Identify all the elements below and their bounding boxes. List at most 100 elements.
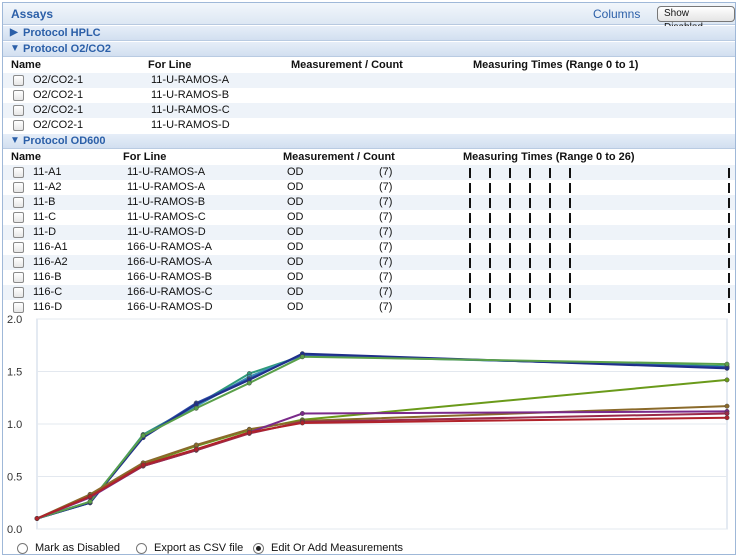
- measuring-time-tick: [728, 258, 730, 268]
- collapse-arrow-icon: ▼: [10, 135, 20, 146]
- row-line: 11-U-RAMOS-A: [151, 74, 230, 86]
- data-point: [724, 377, 730, 383]
- export-csv-label[interactable]: Export as CSV file: [154, 542, 244, 554]
- y-tick-label: 1.5: [7, 367, 22, 379]
- row-count: (7): [379, 181, 393, 193]
- col-for-line[interactable]: For Line: [148, 59, 192, 71]
- data-point: [724, 365, 730, 371]
- y-tick-label: 0.0: [7, 524, 22, 536]
- edit-measurements-label[interactable]: Edit Or Add Measurements: [271, 542, 404, 554]
- measuring-time-tick: [568, 258, 571, 268]
- show-disabled-button[interactable]: Show Disabled: [657, 6, 735, 33]
- measuring-time-tick: [548, 183, 551, 193]
- row-name: 116-A2: [33, 256, 68, 268]
- measuring-time-tick: [568, 213, 571, 223]
- row-line: 11-U-RAMOS-D: [151, 119, 230, 131]
- row-checkbox[interactable]: [13, 182, 24, 193]
- edit-measurements-radio[interactable]: [253, 543, 264, 554]
- row-checkbox[interactable]: [13, 197, 24, 208]
- row-line: 11-U-RAMOS-C: [127, 211, 206, 223]
- protocol-o2co2-header[interactable]: ▼ Protocol O2/CO2: [3, 42, 735, 57]
- export-csv-radio[interactable]: [136, 543, 147, 554]
- measuring-time-tick: [488, 258, 491, 268]
- col-measurement[interactable]: Measurement / Count: [283, 151, 395, 163]
- measuring-time-tick: [488, 183, 491, 193]
- row-checkbox[interactable]: [13, 302, 24, 313]
- protocol-od600-header[interactable]: ▼ Protocol OD600: [3, 134, 735, 149]
- row-measurement: OD: [287, 301, 304, 313]
- data-point: [299, 411, 305, 416]
- measuring-time-tick: [548, 273, 551, 283]
- protocol-od600-title: Protocol OD600: [23, 135, 106, 147]
- measuring-time-tick: [728, 213, 730, 223]
- row-checkbox[interactable]: [13, 212, 24, 223]
- row-line: 166-U-RAMOS-D: [127, 301, 213, 313]
- col-name[interactable]: Name: [11, 59, 41, 71]
- row-name: 11-B: [33, 196, 56, 208]
- measuring-time-tick: [568, 198, 571, 208]
- measuring-time-tick: [728, 273, 730, 283]
- data-point: [34, 516, 40, 521]
- measuring-time-tick: [469, 183, 471, 193]
- measuring-time-tick: [469, 198, 471, 208]
- row-line: 11-U-RAMOS-A: [127, 181, 206, 193]
- measuring-time-tick: [508, 258, 511, 268]
- columns-link[interactable]: Columns: [593, 7, 641, 21]
- mark-disabled-label[interactable]: Mark as Disabled: [35, 542, 120, 554]
- row-line: 11-U-RAMOS-B: [127, 196, 206, 208]
- row-checkbox[interactable]: [13, 242, 24, 253]
- row-count: (7): [379, 271, 393, 283]
- row-name: 11-C: [33, 211, 57, 223]
- y-tick-label: 1.0: [7, 419, 22, 431]
- col-for-line[interactable]: For Line: [123, 151, 167, 163]
- table-row: 11-D 11-U-RAMOS-D OD (7): [3, 225, 735, 240]
- row-checkbox[interactable]: [13, 227, 24, 238]
- col-measurement[interactable]: Measurement / Count: [291, 59, 403, 71]
- mark-disabled-radio[interactable]: [17, 543, 28, 554]
- measuring-time-tick: [469, 258, 471, 268]
- row-checkbox[interactable]: [13, 120, 24, 131]
- row-checkbox[interactable]: [13, 90, 24, 101]
- row-checkbox[interactable]: [13, 272, 24, 283]
- table-row: O2/CO2-1 11-U-RAMOS-D: [3, 118, 735, 133]
- od600-chart: 0.0 0.5 1.0 1.5 2.0: [3, 313, 735, 540]
- assays-header: Assays Columns Show Disabled: [3, 3, 735, 33]
- row-checkbox[interactable]: [13, 75, 24, 86]
- measuring-time-tick: [568, 273, 571, 283]
- row-checkbox[interactable]: [13, 105, 24, 116]
- protocol-hplc-header[interactable]: ▶ Protocol HPLC: [3, 26, 735, 41]
- col-measuring-times[interactable]: Measuring Times (Range 0 to 1): [473, 59, 639, 71]
- data-point: [140, 433, 146, 439]
- table-row: 11-C 11-U-RAMOS-C OD (7): [3, 210, 735, 225]
- measuring-time-tick: [568, 288, 571, 298]
- measuring-time-tick: [548, 243, 551, 253]
- data-point: [724, 403, 730, 409]
- table-row: 116-C 166-U-RAMOS-C OD (7): [3, 285, 735, 300]
- measuring-time-tick: [728, 168, 730, 178]
- row-checkbox[interactable]: [13, 167, 24, 178]
- protocol-hplc-title: Protocol HPLC: [23, 27, 101, 39]
- row-line: 166-U-RAMOS-A: [127, 241, 212, 253]
- data-point: [246, 429, 252, 435]
- row-measurement: OD: [287, 166, 304, 178]
- measuring-time-tick: [548, 198, 551, 208]
- measuring-time-tick: [508, 288, 511, 298]
- row-name: O2/CO2-1: [33, 119, 84, 131]
- row-checkbox[interactable]: [13, 257, 24, 268]
- chart-svg: 0.0 0.5 1.0 1.5 2.0: [7, 314, 730, 536]
- measuring-time-tick: [528, 303, 531, 313]
- row-checkbox[interactable]: [13, 287, 24, 298]
- measuring-time-tick: [728, 228, 730, 238]
- row-name: 116-B: [33, 271, 62, 283]
- protocol-o2co2-title: Protocol O2/CO2: [23, 43, 112, 55]
- data-point: [724, 361, 730, 367]
- row-measurement: OD: [287, 196, 304, 208]
- measuring-time-tick: [528, 183, 531, 193]
- measuring-time-tick: [469, 213, 471, 223]
- row-name: 11-A1: [33, 166, 62, 178]
- table-row: 116-A1 166-U-RAMOS-A OD (7): [3, 240, 735, 255]
- col-measuring-times[interactable]: Measuring Times (Range 0 to 26): [463, 151, 635, 163]
- col-name[interactable]: Name: [11, 151, 41, 163]
- data-point: [140, 462, 146, 468]
- row-name: 116-A1: [33, 241, 68, 253]
